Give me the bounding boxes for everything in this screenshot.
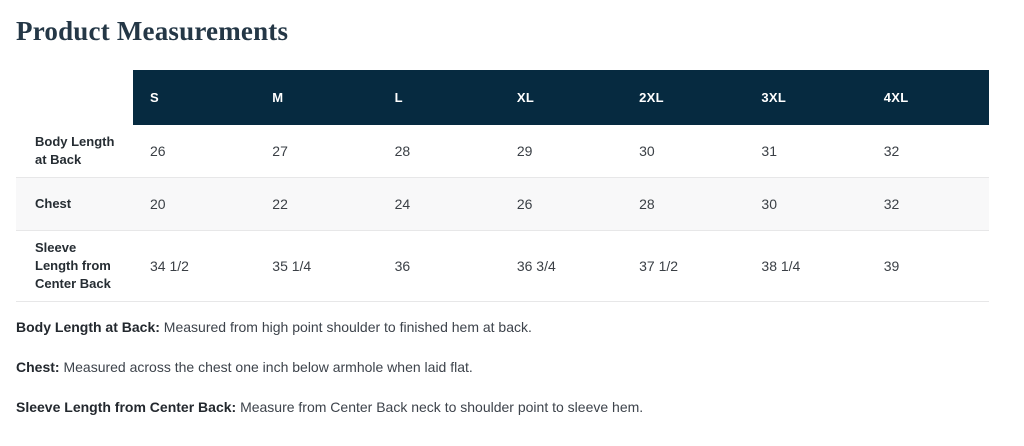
size-header-row: S M L XL 2XL 3XL 4XL — [16, 70, 989, 125]
measurement-value: 39 — [883, 258, 900, 274]
definition-term: Body Length at Back: — [16, 319, 160, 335]
measurement-value: 26 — [150, 143, 166, 159]
definition-chest: Chest: Measured across the chest one inc… — [16, 358, 1008, 377]
table-row-chest: Chest 20 22 24 26 28 30 32 — [16, 177, 989, 231]
size-column-header-4xl: 4XL — [866, 70, 989, 125]
definition-term: Sleeve Length from Center Back: — [16, 399, 237, 415]
measurement-value: 37 1/2 — [639, 258, 679, 274]
definition-text: Measured across the chest one inch below… — [63, 359, 473, 375]
measurement-value: 32 — [883, 196, 900, 212]
definition-text: Measure from Center Back neck to shoulde… — [240, 399, 644, 415]
measurement-value: 31 — [761, 143, 777, 159]
measurement-value: 28 — [639, 196, 655, 212]
measurement-definitions: Body Length at Back: Measured from high … — [16, 318, 1008, 417]
measurement-value: 32 — [883, 143, 900, 159]
measurement-value: 36 — [394, 258, 411, 274]
measurement-value: 24 — [394, 196, 411, 212]
definition-text: Measured from high point shoulder to fin… — [163, 319, 532, 335]
table-row-sleeve-length: Sleeve Length from Center Back 34 1/2 35… — [16, 231, 989, 302]
size-column-header-s: S — [133, 70, 256, 125]
size-column-header-l: L — [377, 70, 500, 125]
definition-body-length: Body Length at Back: Measured from high … — [16, 318, 1008, 337]
measurement-value: 22 — [272, 196, 288, 212]
page-title: Product Measurements — [16, 16, 289, 46]
size-column-header-3xl: 3XL — [744, 70, 867, 125]
row-label: Body Length at Back — [35, 134, 115, 167]
size-column-header-m: M — [255, 70, 378, 125]
table-row-body-length: Body Length at Back 26 27 28 29 30 31 32 — [16, 125, 989, 178]
corner-cell — [16, 70, 133, 125]
measurement-value: 26 — [516, 196, 533, 212]
measurement-value: 20 — [150, 196, 166, 212]
measurement-value: 28 — [394, 143, 411, 159]
measurement-value: 30 — [639, 143, 655, 159]
measurement-value: 29 — [516, 143, 533, 159]
row-label: Sleeve Length from Center Back — [35, 240, 111, 291]
measurement-value: 35 1/4 — [272, 258, 312, 274]
product-measurements-page: Product Measurements S M L XL 2XL 3XL 4X… — [0, 15, 1024, 417]
measurements-table: S M L XL 2XL 3XL 4XL Body Length at Back… — [16, 70, 989, 302]
measurement-value: 36 3/4 — [516, 258, 556, 274]
definition-sleeve-length: Sleeve Length from Center Back: Measure … — [16, 398, 1008, 417]
measurement-value: 34 1/2 — [150, 258, 189, 274]
size-column-header-2xl: 2XL — [622, 70, 745, 125]
measurement-value: 27 — [272, 143, 288, 159]
definition-term: Chest: — [16, 359, 60, 375]
row-label: Chest — [35, 196, 72, 211]
measurement-value: 30 — [761, 196, 777, 212]
size-column-header-xl: XL — [499, 70, 623, 125]
measurement-value: 38 1/4 — [761, 258, 801, 274]
